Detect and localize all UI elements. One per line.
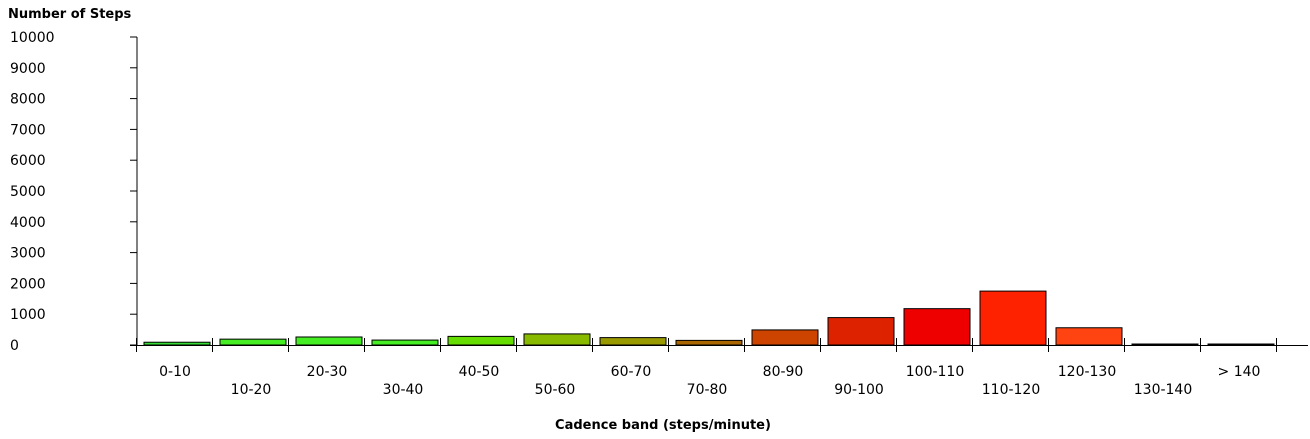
bar-140 (1207, 343, 1275, 346)
bar-60-70 (599, 337, 667, 346)
bar-30-40 (371, 339, 439, 346)
y-tick-label: 4000 (10, 215, 46, 231)
x-tick-label: 60-70 (611, 364, 652, 380)
bar-120-130 (1055, 327, 1123, 346)
y-axis-ticks: 0 1000 2000 3000 4000 5000 6000 7000 8000 9000 100… (10, 30, 137, 354)
bar-0-10 (143, 341, 211, 346)
x-tick-label: 80-90 (763, 364, 804, 380)
x-tick-label: 130-140 (1134, 382, 1193, 398)
x-tick-label: 0-10 (159, 364, 191, 380)
x-axis-ticks: 0-10 10-20 20-30 30-40 40-50 50-60 60-70 70-80 8… (136, 338, 1277, 398)
bar-80-90 (751, 329, 819, 346)
x-tick-label: 110-120 (982, 382, 1041, 398)
x-tick-label: 40-50 (459, 364, 500, 380)
x-tick-label: 120-130 (1058, 364, 1117, 380)
x-tick-label: 90-100 (834, 382, 884, 398)
x-tick-label: 30-40 (383, 382, 424, 398)
y-tick-label: 2000 (10, 276, 46, 292)
y-tick-label: 8000 (10, 92, 46, 108)
bar-110-120 (979, 290, 1047, 346)
bar-100-110 (903, 308, 971, 346)
bar-70-80 (675, 339, 743, 346)
y-tick-label: 9000 (10, 61, 46, 77)
x-axis-title: Cadence band (steps/minute) (555, 418, 771, 433)
bar-40-50 (447, 335, 515, 346)
x-tick-label: 50-60 (535, 382, 576, 398)
y-axis-title: Number of Steps (8, 7, 132, 22)
y-tick-label: 7000 (10, 122, 46, 138)
y-tick-label: 3000 (10, 246, 46, 262)
bar-130-140 (1131, 343, 1199, 346)
bar-90-100 (827, 317, 895, 346)
bar-20-30 (295, 336, 363, 346)
y-tick-label: 10000 (10, 30, 55, 46)
x-tick-label: 70-80 (687, 382, 728, 398)
y-tick-label: 6000 (10, 153, 46, 169)
x-tick-label: 20-30 (307, 364, 348, 380)
y-tick-label: 0 (10, 338, 19, 354)
y-tick-label: 5000 (10, 184, 46, 200)
bars-group (143, 290, 1275, 346)
bar-50-60 (523, 333, 591, 346)
x-tick-label: > 140 (1218, 364, 1261, 380)
bar-10-20 (219, 338, 287, 346)
x-tick-label: 10-20 (231, 382, 272, 398)
x-tick-label: 100-110 (906, 364, 965, 380)
y-tick-label: 1000 (10, 307, 46, 323)
